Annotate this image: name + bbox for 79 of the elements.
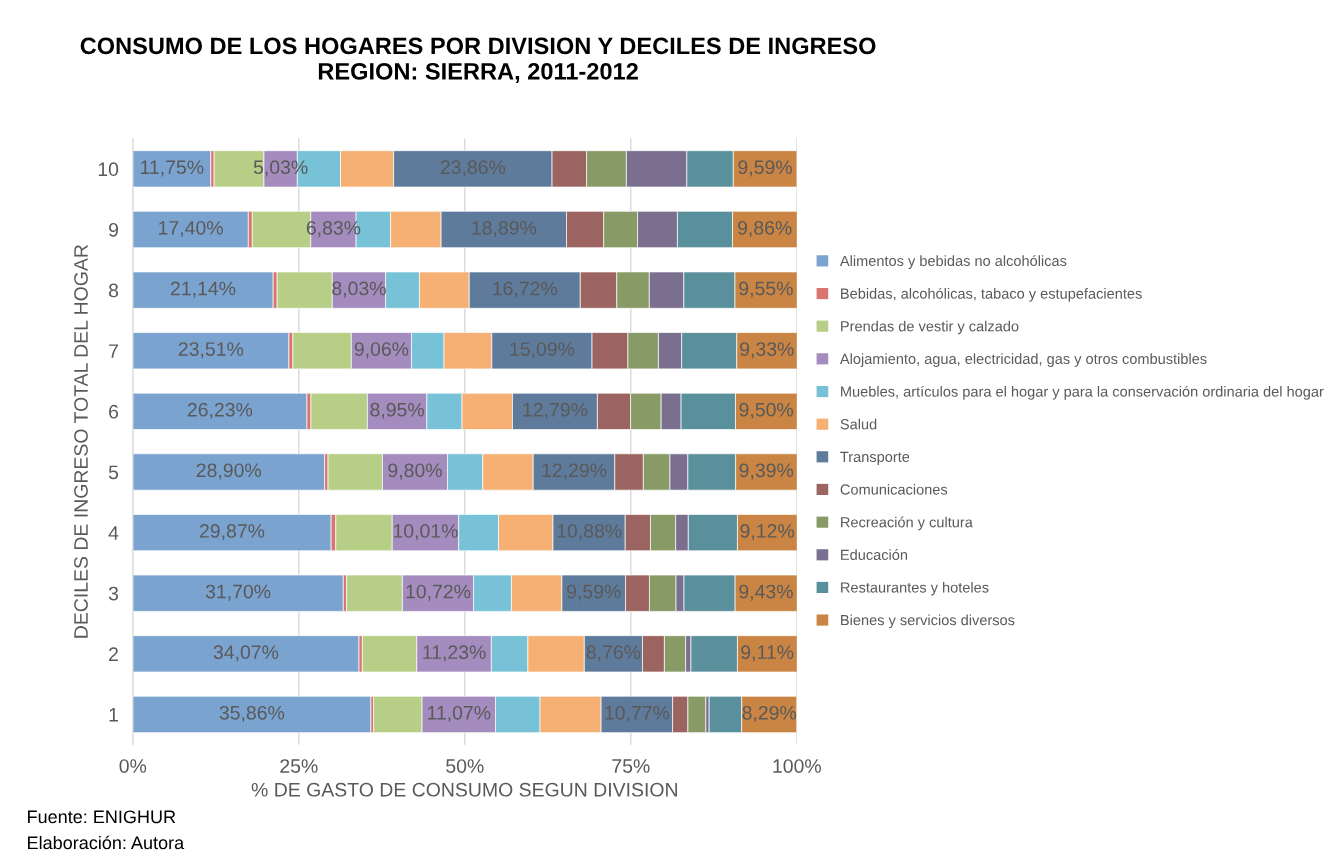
x-tick-label: 25% <box>280 759 318 773</box>
y-tick-label: 8 <box>108 283 119 298</box>
data-label: 29,87% <box>199 524 265 541</box>
y-tick-label: 9 <box>109 222 118 237</box>
y-tick-label: 4 <box>108 526 119 540</box>
legend-label: Bienes y servicios diversos <box>841 614 1015 629</box>
x-tick-label: 0% <box>119 759 147 773</box>
data-label: 9,06% <box>354 342 409 359</box>
data-label: 10,88% <box>557 524 622 541</box>
data-label: 31,70% <box>205 584 271 601</box>
y-tick-label: 6 <box>109 404 119 419</box>
x-tick-label: 100% <box>773 759 821 773</box>
legend-label: Salud <box>840 418 877 430</box>
legend-label: Alojamiento, agua, electricidad, gas y otros combustibles <box>839 353 1207 367</box>
bar <box>132 695 372 733</box>
legend-label: Alimentos y bebidas no alcohólicas <box>839 255 1067 269</box>
bar <box>132 332 290 370</box>
data-label: 11,23% <box>423 645 486 662</box>
data-label: 9,50% <box>739 402 794 419</box>
data-label: 15,09% <box>510 342 575 359</box>
data-label: 21,14% <box>170 281 236 298</box>
data-label: 16,72% <box>493 281 558 298</box>
data-label: 10,01% <box>393 524 458 541</box>
data-label: 8,95% <box>370 402 424 419</box>
bar <box>132 392 308 430</box>
bar <box>132 635 360 673</box>
data-label: 12,29% <box>542 463 607 480</box>
data-label: 9,43% <box>739 584 793 601</box>
data-label: 9,59% <box>567 584 621 601</box>
text: Elaboración: Autora <box>28 835 185 850</box>
data-label: 17,40% <box>159 220 223 238</box>
legend-label: Prendas de vestir y calzado <box>841 320 1019 335</box>
data-label: 9,12% <box>740 524 794 541</box>
source-note: Fuente: ENIGHUR <box>28 810 176 824</box>
bar <box>132 210 249 249</box>
bar <box>132 453 326 491</box>
chart-title: CONSUMO DE LOS HOGARES POR DIVISION Y DECILES DE INGRESO REGION: SIERRA, 2011-2012 <box>80 37 876 84</box>
data-label: 34,07% <box>213 645 279 662</box>
x-tick-label: 75% <box>612 759 650 773</box>
data-label: 10,77% <box>605 705 670 722</box>
data-label: 11,07% <box>428 705 491 722</box>
y-axis-title: DECILES DE INGRESO TOTAL DEL HOGAR <box>74 245 88 638</box>
y-tick-label: 3 <box>108 586 119 601</box>
data-label: 35,86% <box>219 705 285 722</box>
data-label: 8,29% <box>742 705 797 722</box>
data-label: 23,86% <box>440 160 506 177</box>
data-label: 9,59% <box>738 160 792 177</box>
legend-label: Comunicaciones <box>840 483 948 495</box>
data-label: 9,39% <box>739 463 794 480</box>
bar <box>132 514 332 552</box>
y-tick-label: 5 <box>108 465 119 480</box>
y-tick-label: 10 <box>98 162 119 177</box>
data-label: 10,72% <box>406 584 471 601</box>
legend-label: Educación <box>841 549 908 561</box>
data-label: 8,76% <box>586 645 641 662</box>
data-label: 9,86% <box>738 220 792 238</box>
data-label: 12,79% <box>523 402 588 419</box>
bar <box>132 574 344 612</box>
y-tick-label: 2 <box>109 647 118 661</box>
legend-label: Bebidas, alcohólicas, tabaco y estupefacientes <box>841 287 1142 302</box>
y-tick-label: 7 <box>109 344 118 358</box>
data-label: 9,80% <box>388 463 442 480</box>
x-axis-title: % DE GASTO DE CONSUMO SEGUN DIVISION <box>251 782 677 797</box>
legend-label: Muebles, artículos para el hogar y para la conservación ordinaria del hogar <box>841 385 1324 400</box>
bar <box>132 150 212 188</box>
legend-label: Recreación y cultura <box>841 516 973 531</box>
x-tick-label: 50% <box>446 759 484 773</box>
legend-label: Restaurantes y hoteles <box>841 581 989 596</box>
data-label: 9,55% <box>739 281 793 298</box>
bar <box>132 271 274 309</box>
data-label: 23,51% <box>178 342 244 359</box>
data-label: 18,89% <box>472 220 537 238</box>
legend-label: Transporte <box>840 451 910 465</box>
data-label: 9,33% <box>740 342 794 359</box>
data-label: 28,90% <box>196 463 262 480</box>
data-label: 9,11% <box>741 645 794 662</box>
data-label: 26,23% <box>187 402 253 419</box>
data-label: 11,75% <box>141 160 204 177</box>
y-tick-label: 1 <box>109 708 118 722</box>
